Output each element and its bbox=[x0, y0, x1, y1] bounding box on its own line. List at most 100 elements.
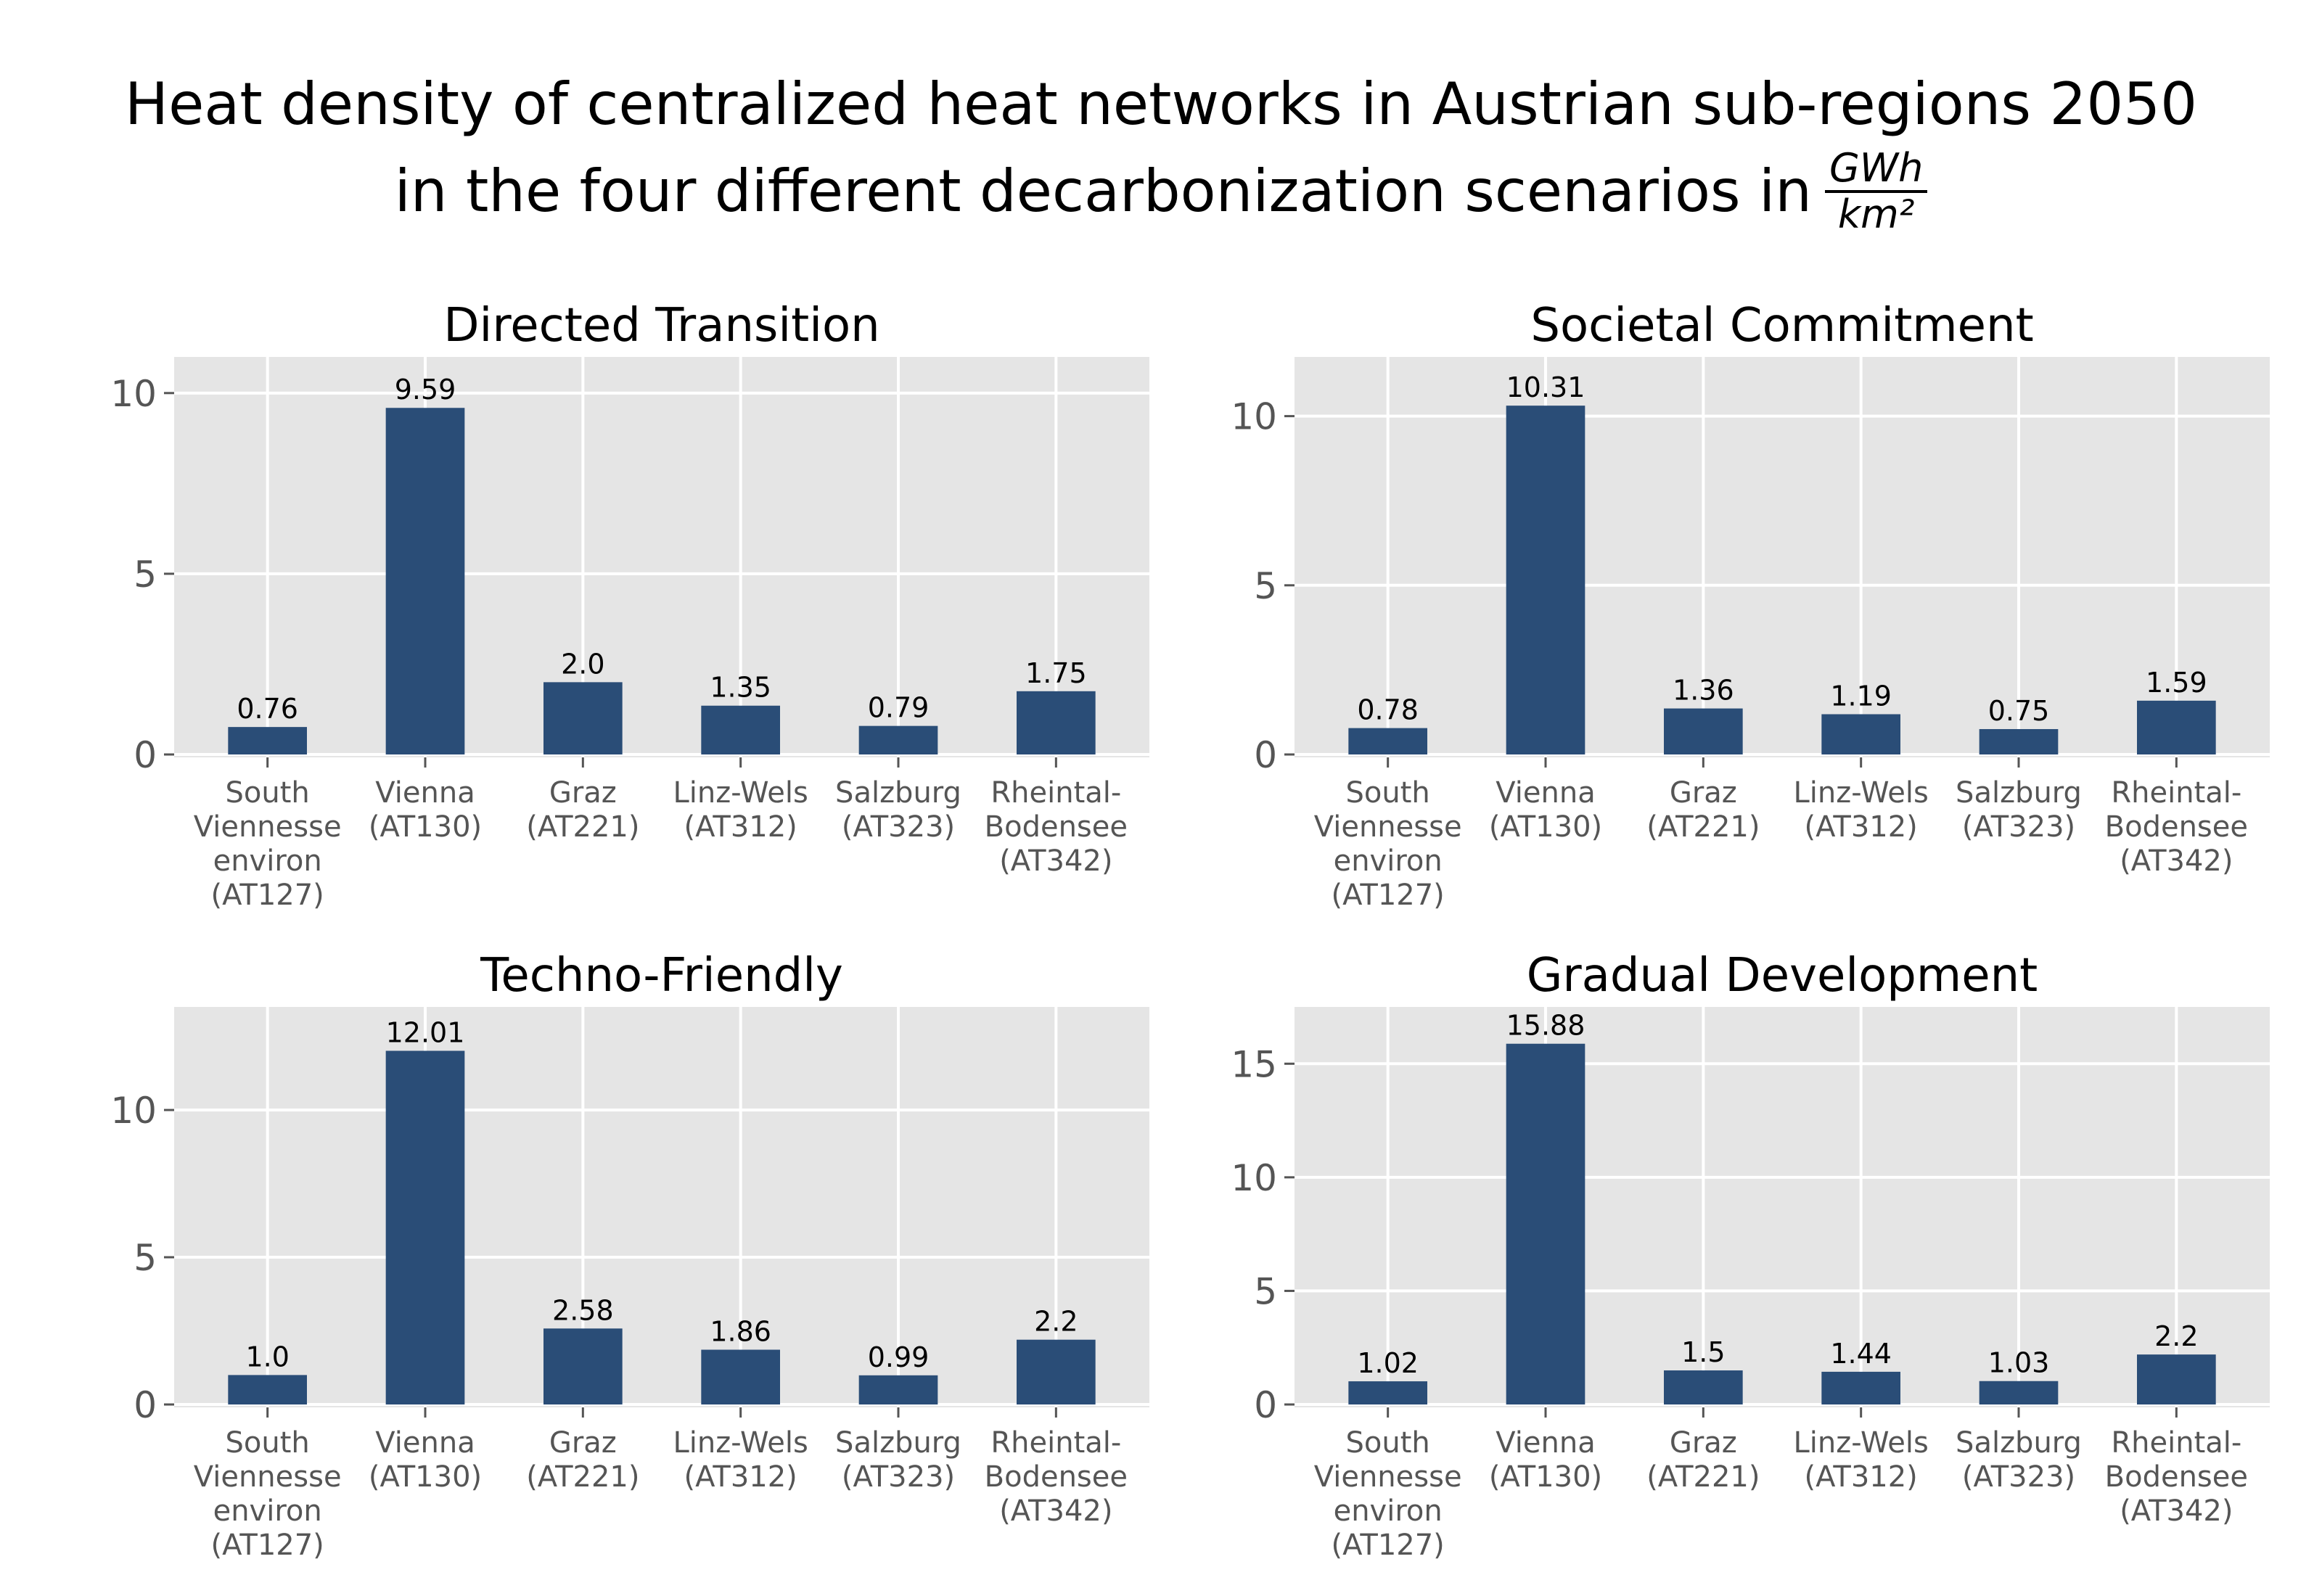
plot-area bbox=[174, 1007, 1149, 1407]
unit-denominator: km² bbox=[1837, 192, 1915, 237]
x-tick-label-line: (AT323) bbox=[1962, 1460, 2075, 1494]
x-tick-label: South Viennesse environ (AT127) bbox=[194, 776, 342, 912]
x-tick-label-line: (AT221) bbox=[526, 810, 639, 844]
y-tick-label: 5 bbox=[134, 1237, 157, 1279]
x-tick-label-line: Rheintal- bbox=[990, 776, 1121, 810]
chart-panel: 0 5 10 0.76 South Viennesse environ (AT127) 9.59… bbox=[110, 299, 1149, 912]
bar[interactable] bbox=[543, 1328, 623, 1404]
x-tick-label-line: Linz-Wels bbox=[1794, 776, 1929, 810]
x-tick-label: Vienna (AT130) bbox=[369, 776, 482, 844]
bar-value-label: 1.44 bbox=[1830, 1338, 1892, 1370]
bar-value-label: 1.02 bbox=[1357, 1347, 1419, 1379]
y-tick-label: 10 bbox=[110, 1090, 157, 1132]
bar-value-label: 0.76 bbox=[237, 693, 298, 725]
bar-value-label: 2.0 bbox=[561, 648, 604, 680]
bar[interactable] bbox=[1664, 708, 1743, 754]
x-tick-label-line: environ bbox=[213, 1494, 322, 1528]
x-tick-label-line: Bodensee bbox=[985, 1460, 1128, 1494]
bar[interactable] bbox=[1821, 714, 1900, 754]
bar-value-label: 15.88 bbox=[1506, 1010, 1585, 1042]
bar-value-label: 1.36 bbox=[1673, 675, 1734, 707]
chart-panel: 0 5 10 0.78 South Viennesse environ (AT127) 10.3… bbox=[1231, 299, 2270, 912]
x-tick-label: Graz (AT221) bbox=[526, 1426, 639, 1494]
x-tick-label-line: environ bbox=[1334, 1494, 1443, 1528]
x-tick-label-line: Vienna bbox=[375, 776, 475, 810]
bar[interactable] bbox=[1821, 1371, 1900, 1404]
plot-area bbox=[1295, 1007, 2270, 1407]
x-tick-label-line: Linz-Wels bbox=[673, 776, 808, 810]
bar-value-label: 1.75 bbox=[1025, 657, 1087, 689]
bar[interactable] bbox=[858, 725, 938, 754]
bar[interactable] bbox=[228, 1375, 307, 1404]
bar[interactable] bbox=[1017, 1339, 1096, 1404]
x-tick-label-line: (AT130) bbox=[1489, 810, 1602, 844]
x-tick-label-line: (AT130) bbox=[1489, 1460, 1602, 1494]
figure-title: Heat density of centralized heat network… bbox=[0, 62, 2322, 236]
bar[interactable] bbox=[1017, 691, 1096, 754]
x-tick-label-line: (AT312) bbox=[1805, 1460, 1918, 1494]
x-tick-label-line: Linz-Wels bbox=[1794, 1426, 1929, 1460]
bar[interactable] bbox=[1979, 729, 2059, 754]
x-tick-label-line: Vienna bbox=[1496, 776, 1595, 810]
bar[interactable] bbox=[1506, 1043, 1585, 1404]
x-tick-label-line: South bbox=[1346, 776, 1430, 810]
bar[interactable] bbox=[2137, 1354, 2216, 1404]
x-tick-label-line: Bodensee bbox=[2105, 1460, 2248, 1494]
bar-value-label: 1.59 bbox=[2146, 667, 2207, 699]
x-tick-label-line: (AT342) bbox=[2120, 1494, 2233, 1528]
x-tick-label: Linz-Wels (AT312) bbox=[1794, 776, 1929, 844]
x-tick-label-line: Graz bbox=[1670, 1426, 1737, 1460]
bar[interactable] bbox=[385, 408, 465, 754]
chart-title: Techno-Friendly bbox=[480, 949, 843, 1003]
bar[interactable] bbox=[1664, 1370, 1743, 1404]
bar-value-label: 10.31 bbox=[1506, 371, 1585, 403]
x-tick-label-line: (AT323) bbox=[1962, 810, 2075, 844]
plot-area bbox=[1295, 357, 2270, 757]
x-tick-label: Salzburg (AT323) bbox=[835, 1426, 961, 1494]
bar[interactable] bbox=[1348, 728, 1427, 754]
x-tick-label: Vienna (AT130) bbox=[1489, 1426, 1602, 1494]
chart-panel: 0 5 10 1.0 South Viennesse environ (AT127) 12.01… bbox=[110, 949, 1149, 1562]
x-tick-label-line: (AT127) bbox=[211, 1529, 324, 1562]
x-tick-label-line: Vienna bbox=[375, 1426, 475, 1460]
x-tick-label-line: (AT221) bbox=[1646, 1460, 1760, 1494]
y-tick-label: 10 bbox=[1231, 1157, 1277, 1199]
x-tick-label: Rheintal-Bodensee (AT342) bbox=[2105, 1426, 2248, 1528]
bar[interactable] bbox=[543, 682, 623, 754]
x-tick-label: South Viennesse environ (AT127) bbox=[194, 1426, 342, 1562]
plot-area bbox=[174, 357, 1149, 757]
bar[interactable] bbox=[701, 705, 780, 754]
bar-value-label: 1.19 bbox=[1830, 680, 1892, 712]
bar[interactable] bbox=[385, 1050, 465, 1404]
bar-value-label: 2.2 bbox=[1034, 1306, 1078, 1338]
x-tick-label-line: Salzburg bbox=[835, 1426, 961, 1460]
x-tick-label-line: Salzburg bbox=[1956, 1426, 2082, 1460]
x-tick-label-line: (AT323) bbox=[842, 1460, 955, 1494]
bar[interactable] bbox=[858, 1375, 938, 1404]
y-tick-label: 0 bbox=[134, 734, 157, 776]
x-tick-label-line: (AT221) bbox=[1646, 810, 1760, 844]
fraction-bar bbox=[1824, 190, 1928, 193]
bar[interactable] bbox=[1979, 1381, 2059, 1404]
unit-numerator: GWh bbox=[1829, 145, 1924, 191]
bar-value-label: 12.01 bbox=[386, 1016, 465, 1048]
bar[interactable] bbox=[1348, 1381, 1427, 1404]
x-tick-label-line: Salzburg bbox=[1956, 776, 2082, 810]
x-tick-label-line: (AT127) bbox=[1332, 1529, 1445, 1562]
x-tick-label: Linz-Wels (AT312) bbox=[673, 1426, 808, 1494]
y-tick-label: 0 bbox=[1254, 734, 1277, 776]
bar-value-label: 9.59 bbox=[395, 374, 456, 406]
bar[interactable] bbox=[2137, 700, 2216, 754]
x-tick-label-line: Viennesse bbox=[1314, 1460, 1462, 1494]
bar[interactable] bbox=[701, 1349, 780, 1404]
bar[interactable] bbox=[228, 727, 307, 754]
x-tick-label-line: Vienna bbox=[1496, 1426, 1595, 1460]
x-tick-label: Salzburg (AT323) bbox=[1956, 776, 2082, 844]
bar-value-label: 2.58 bbox=[552, 1294, 614, 1326]
x-tick-label-line: (AT221) bbox=[526, 1460, 639, 1494]
bar[interactable] bbox=[1506, 406, 1585, 754]
x-tick-label-line: Viennesse bbox=[1314, 810, 1462, 844]
x-tick-label-line: Viennesse bbox=[194, 810, 342, 844]
bar-value-label: 0.78 bbox=[1357, 694, 1419, 726]
x-tick-label-line: Bodensee bbox=[2105, 810, 2248, 844]
